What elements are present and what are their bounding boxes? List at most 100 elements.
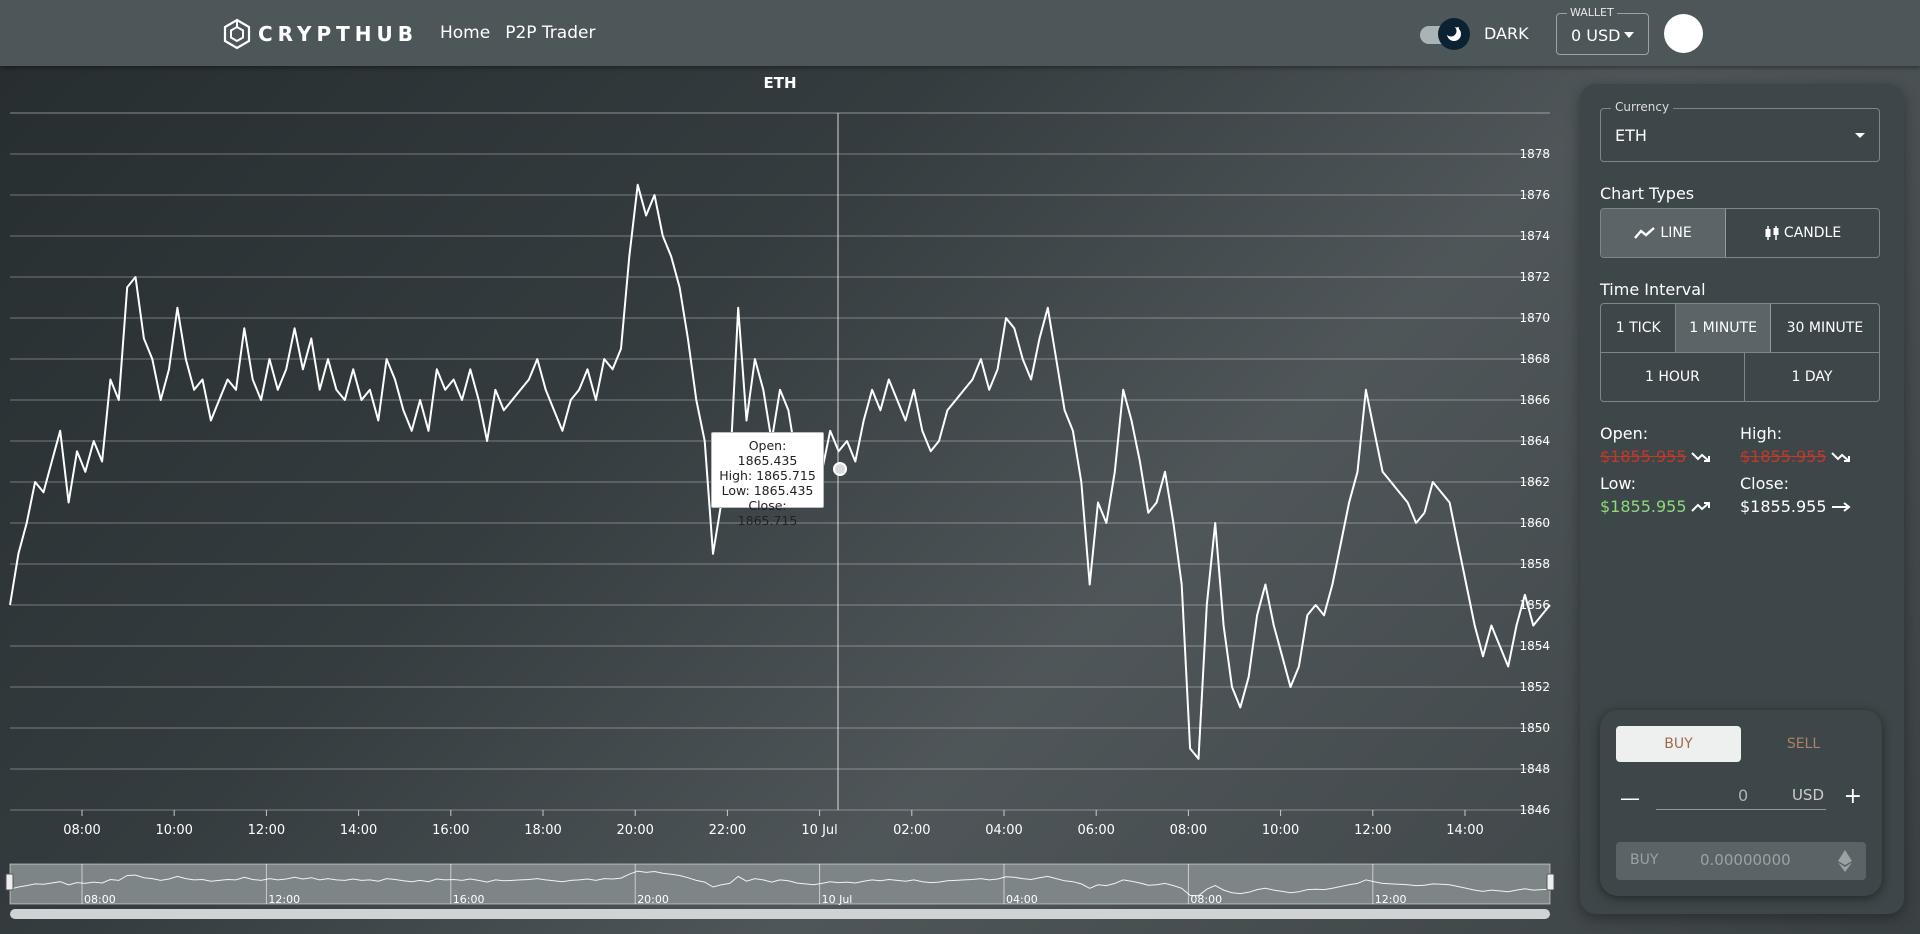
x-tick-label: 10 Jul: [801, 823, 837, 838]
crypthub-logo[interactable]: CRYPTHUB: [222, 17, 418, 51]
navigator-tick-label: 08:00: [84, 893, 116, 906]
x-tick-label: 18:00: [524, 823, 561, 838]
navigator-tick-label: 04:00: [1006, 893, 1038, 906]
interval-1-day-button[interactable]: 1 DAY: [1791, 369, 1833, 385]
stat-close: Close: $1855.955: [1740, 474, 1851, 516]
y-tick-label: 1874: [1519, 229, 1550, 243]
trending-down-icon: [1830, 451, 1850, 462]
y-tick-label: 1872: [1519, 270, 1550, 284]
y-tick-label: 1866: [1519, 393, 1550, 407]
navigator-background: [9, 863, 1551, 905]
logo-text: CRYPTHUB: [258, 22, 418, 46]
trade-tabs: BUY SELL: [1616, 726, 1866, 762]
navigator-tick-label: 12:00: [268, 893, 300, 906]
currency-label: Currency: [1611, 100, 1674, 114]
y-tick-label: 1854: [1519, 639, 1550, 653]
chart-type-candle-button[interactable]: CANDLE: [1726, 209, 1879, 257]
time-interval-label: Time Interval: [1600, 280, 1706, 299]
interval-30-minute-button[interactable]: 30 MINUTE: [1786, 320, 1864, 336]
trending-down-icon: [1690, 451, 1710, 462]
y-tick-label: 1876: [1519, 188, 1550, 202]
wallet-select[interactable]: WALLET 0 USD: [1556, 6, 1649, 55]
x-tick-label: 06:00: [1077, 823, 1114, 838]
nav-home-link[interactable]: Home: [440, 23, 491, 43]
buy-tab[interactable]: BUY: [1616, 726, 1741, 762]
tooltip-close: Close: 1865.715: [737, 498, 798, 528]
amount-unit: USD: [1791, 786, 1824, 804]
navigator-right-handle[interactable]: [1546, 873, 1555, 891]
amount-input[interactable]: 0 USD: [1656, 782, 1826, 810]
trending-up-icon: [1690, 501, 1710, 512]
stat-low: Low: $1855.955: [1600, 474, 1711, 516]
sell-tab[interactable]: SELL: [1786, 736, 1821, 752]
stat-close-value: $1855.955: [1740, 497, 1827, 516]
ethereum-icon: [1838, 850, 1852, 876]
navigator-left-handle[interactable]: [5, 873, 14, 891]
trade-widget: BUY SELL — 0 USD + BUY 0.00000000: [1600, 710, 1882, 896]
chart-type-line-label: LINE: [1660, 225, 1692, 241]
stat-open-label: Open:: [1600, 424, 1649, 443]
currency-select[interactable]: Currency ETH: [1600, 100, 1880, 162]
buy-button-label: BUY: [1630, 852, 1659, 868]
arrow-right-icon: [1831, 501, 1851, 512]
wallet-value: 0 USD: [1571, 26, 1621, 45]
interval-1-hour-button[interactable]: 1 HOUR: [1601, 353, 1745, 401]
wallet-label: WALLET: [1567, 6, 1617, 19]
x-tick-label: 14:00: [1446, 823, 1483, 838]
minus-icon[interactable]: —: [1620, 786, 1640, 810]
tooltip-low: Low: 1865.435: [721, 483, 814, 498]
y-tick-label: 1846: [1519, 803, 1550, 817]
hover-point-marker: [833, 462, 847, 476]
stat-close-label: Close:: [1740, 474, 1789, 493]
currency-value: ETH: [1615, 126, 1647, 145]
x-tick-label: 02:00: [893, 823, 930, 838]
y-tick-label: 1848: [1519, 762, 1550, 776]
y-tick-label: 1858: [1519, 557, 1550, 571]
navigator-scrollbar[interactable]: [10, 909, 1550, 919]
control-panel: Currency ETH Chart Types LINE CANDLE Tim…: [1580, 84, 1904, 914]
tooltip-high: High: 1865.715: [719, 468, 816, 483]
navigator-tick-label: 10 Jul: [822, 893, 853, 906]
chart-types-label: Chart Types: [1600, 184, 1695, 203]
interval-1-tick-button[interactable]: 1 TICK: [1601, 304, 1677, 352]
y-tick-label: 1852: [1519, 680, 1550, 694]
stat-open: Open: $1855.955: [1600, 424, 1711, 466]
stat-high-value: $1855.955: [1740, 447, 1827, 466]
amount-value: 0: [1738, 786, 1749, 805]
navigator-tick-label: 12:00: [1375, 893, 1407, 906]
interval-1-minute-button[interactable]: 1 MINUTE: [1676, 304, 1771, 352]
tooltip-open: Open: 1865.435: [737, 438, 798, 468]
y-tick-label: 1868: [1519, 352, 1550, 366]
theme-toggle[interactable]: [1420, 18, 1470, 50]
y-tick-label: 1860: [1519, 516, 1550, 530]
price-chart[interactable]: ETH 1846 1848 1850 1852 1854 1856 1858 1860 1862 1…: [0, 66, 1560, 934]
y-tick-label: 1878: [1519, 147, 1550, 161]
y-tick-label: 1862: [1519, 475, 1550, 489]
chart-type-line-button[interactable]: LINE: [1601, 209, 1727, 257]
chart-tooltip: Open: 1865.435 High: 1865.715 Low: 1865.…: [711, 432, 824, 528]
avatar[interactable]: [1664, 14, 1703, 53]
time-interval-group: 1 TICK 1 MINUTE 30 MINUTE 1 HOUR 1 DAY: [1600, 303, 1880, 402]
chart-title: ETH: [763, 74, 796, 92]
hexagon-logo-icon: [223, 18, 251, 50]
buy-button[interactable]: BUY 0.00000000: [1616, 842, 1866, 880]
x-tick-label: 14:00: [340, 823, 377, 838]
x-tick-label: 12:00: [1354, 823, 1391, 838]
x-tick-label: 08:00: [1170, 823, 1207, 838]
x-tick-label: 10:00: [155, 823, 192, 838]
line-chart-icon: [1634, 227, 1656, 239]
plus-icon[interactable]: +: [1843, 784, 1862, 809]
amount-stepper: — 0 USD +: [1616, 782, 1866, 812]
x-tick-label: 04:00: [985, 823, 1022, 838]
buy-button-value: 0.00000000: [1700, 851, 1791, 869]
chevron-down-icon: [1624, 32, 1634, 38]
nav-p2p-trader-link[interactable]: P2P Trader: [505, 23, 596, 43]
chart-svg[interactable]: ETH1846184818501852185418561858186018621…: [0, 66, 1560, 934]
stat-low-value: $1855.955: [1600, 497, 1687, 516]
stat-high-label: High:: [1740, 424, 1783, 443]
x-tick-label: 16:00: [432, 823, 469, 838]
theme-label: DARK: [1484, 24, 1529, 43]
y-tick-label: 1850: [1519, 721, 1550, 735]
x-tick-label: 22:00: [709, 823, 746, 838]
stat-low-label: Low:: [1600, 474, 1637, 493]
